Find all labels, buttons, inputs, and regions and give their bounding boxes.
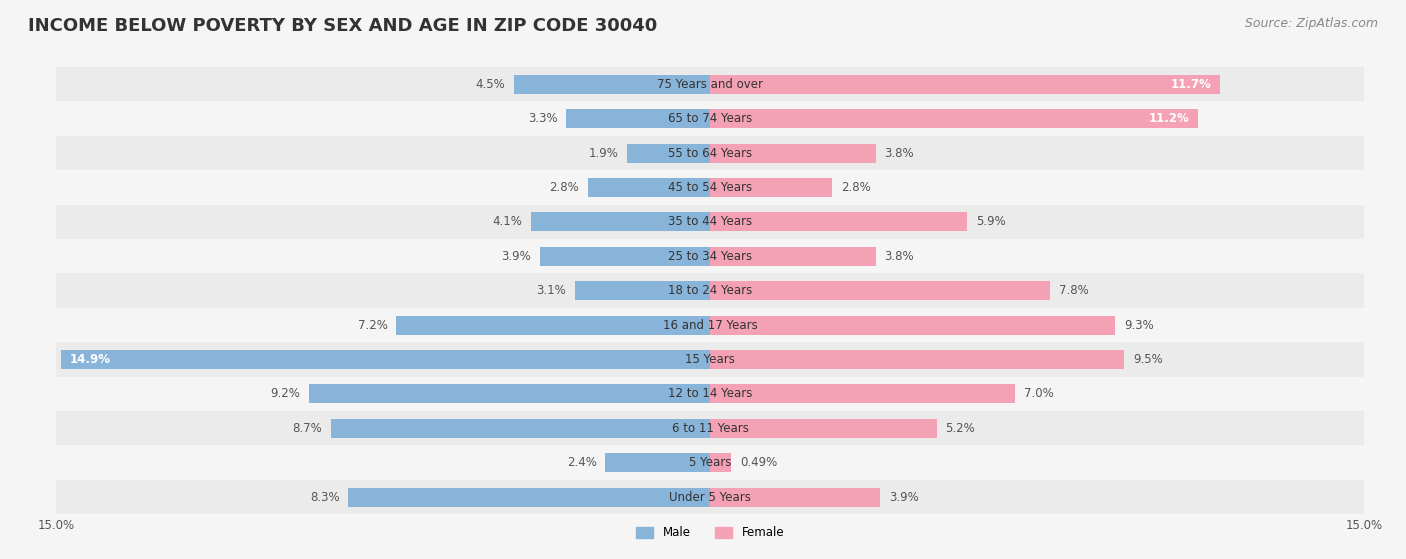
Text: 8.7%: 8.7% [292,422,322,435]
Text: 3.9%: 3.9% [889,491,918,504]
Bar [588,178,710,197]
Bar [56,205,1364,239]
Text: 3.8%: 3.8% [884,250,914,263]
Bar [56,239,1364,273]
Text: 4.5%: 4.5% [475,78,505,91]
Bar [56,411,1364,446]
Bar [710,109,1198,128]
Text: 15 Years: 15 Years [685,353,735,366]
Bar [396,316,710,334]
Bar [710,316,1115,334]
Text: 8.3%: 8.3% [309,491,340,504]
Text: 55 to 64 Years: 55 to 64 Years [668,146,752,159]
Bar [309,385,710,404]
Bar [56,308,1364,342]
Text: 1.9%: 1.9% [589,146,619,159]
Text: Source: ZipAtlas.com: Source: ZipAtlas.com [1244,17,1378,30]
Text: 16 and 17 Years: 16 and 17 Years [662,319,758,331]
Bar [531,212,710,231]
Text: 5 Years: 5 Years [689,456,731,469]
Text: INCOME BELOW POVERTY BY SEX AND AGE IN ZIP CODE 30040: INCOME BELOW POVERTY BY SEX AND AGE IN Z… [28,17,658,35]
Bar [710,281,1050,300]
Bar [710,385,1015,404]
Text: 7.0%: 7.0% [1024,387,1053,400]
Bar [56,480,1364,514]
Text: 3.8%: 3.8% [884,146,914,159]
Bar [710,350,1125,369]
Bar [56,446,1364,480]
Text: 14.9%: 14.9% [69,353,110,366]
Text: 4.1%: 4.1% [492,215,523,229]
Bar [627,144,710,163]
Bar [710,487,880,506]
Bar [567,109,710,128]
Bar [56,170,1364,205]
Bar [710,144,876,163]
Text: 9.2%: 9.2% [270,387,301,400]
Text: Under 5 Years: Under 5 Years [669,491,751,504]
Bar [710,453,731,472]
Bar [710,212,967,231]
Text: 3.9%: 3.9% [502,250,531,263]
Bar [60,350,710,369]
Text: 45 to 54 Years: 45 to 54 Years [668,181,752,194]
Text: 7.8%: 7.8% [1059,284,1088,297]
Bar [710,247,876,266]
Text: 25 to 34 Years: 25 to 34 Years [668,250,752,263]
Bar [56,377,1364,411]
Bar [349,487,710,506]
Bar [710,75,1220,94]
Text: 0.49%: 0.49% [740,456,778,469]
Bar [710,419,936,438]
Bar [540,247,710,266]
Text: 12 to 14 Years: 12 to 14 Years [668,387,752,400]
Text: 11.7%: 11.7% [1171,78,1212,91]
Text: 65 to 74 Years: 65 to 74 Years [668,112,752,125]
Text: 7.2%: 7.2% [357,319,388,331]
Text: 5.2%: 5.2% [945,422,976,435]
Bar [56,102,1364,136]
Text: 6 to 11 Years: 6 to 11 Years [672,422,748,435]
Text: 5.9%: 5.9% [976,215,1005,229]
Text: 11.2%: 11.2% [1149,112,1189,125]
Bar [515,75,710,94]
Text: 9.3%: 9.3% [1125,319,1154,331]
Bar [606,453,710,472]
Bar [56,342,1364,377]
Text: 3.3%: 3.3% [527,112,558,125]
Text: 35 to 44 Years: 35 to 44 Years [668,215,752,229]
Text: 9.5%: 9.5% [1133,353,1163,366]
Bar [56,67,1364,102]
Bar [330,419,710,438]
Text: 2.8%: 2.8% [550,181,579,194]
Bar [710,178,832,197]
Bar [56,273,1364,308]
Text: 2.8%: 2.8% [841,181,870,194]
Text: 75 Years and over: 75 Years and over [657,78,763,91]
Text: 2.4%: 2.4% [567,456,596,469]
Legend: Male, Female: Male, Female [631,522,789,544]
Text: 18 to 24 Years: 18 to 24 Years [668,284,752,297]
Bar [575,281,710,300]
Bar [56,136,1364,170]
Text: 3.1%: 3.1% [537,284,567,297]
